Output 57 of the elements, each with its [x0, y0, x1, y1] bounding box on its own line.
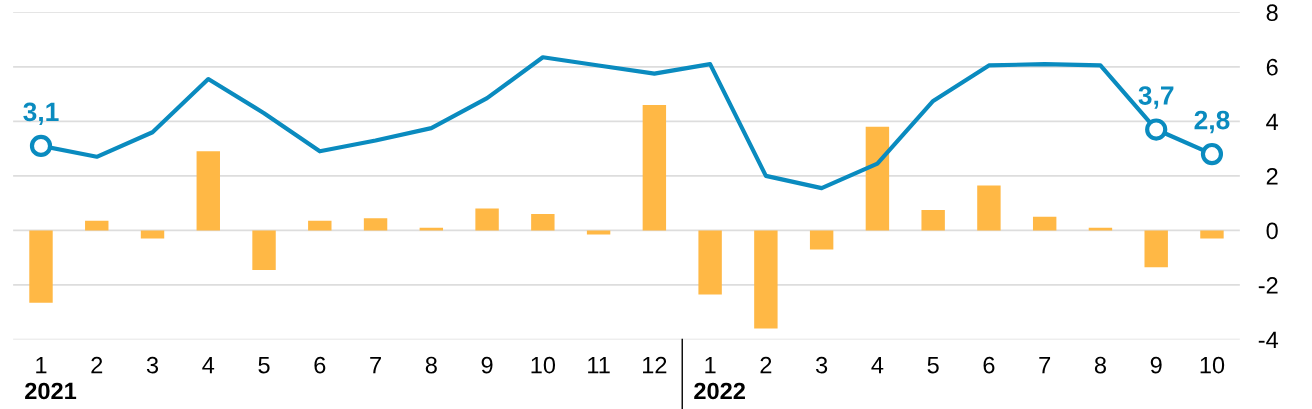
x-tick-label: 6: [314, 356, 326, 374]
point: [1200, 142, 1224, 166]
x-tick-label: 8: [425, 356, 437, 374]
bar: [865, 126, 890, 231]
x-tick-label: 7: [1039, 357, 1051, 374]
x-tick-label: 5: [927, 357, 939, 374]
bar: [698, 230, 722, 295]
bar: [642, 104, 667, 231]
bar: [196, 151, 220, 231]
y-tick-label: 6: [1266, 58, 1278, 76]
point: [29, 134, 53, 157]
text: 2022: [694, 382, 745, 400]
bar: [809, 230, 834, 250]
x-tick-label: 12: [643, 356, 667, 374]
data-label: 2,8: [1194, 110, 1230, 134]
bar: [1032, 216, 1057, 231]
bar: [754, 230, 778, 329]
y-tick-label: 4: [1266, 113, 1279, 130]
bar: [85, 220, 109, 231]
x-tick-label: 7: [370, 357, 381, 374]
x-tick-label: 9: [481, 356, 493, 374]
bar: [586, 230, 611, 235]
bar: [977, 185, 1001, 231]
point: [1145, 118, 1168, 141]
x-tick-label: 3: [815, 356, 828, 374]
y-tick-label: -2: [1258, 277, 1278, 294]
y-tick-label: 8: [1266, 4, 1278, 22]
x-tick-label: 11: [588, 357, 610, 374]
bar: [1200, 230, 1224, 239]
x-tick-label: 8: [1094, 356, 1106, 374]
x-tick-label: 5: [258, 357, 270, 374]
x-tick-label: 2: [91, 356, 103, 374]
bar: [140, 230, 165, 239]
bar: [531, 214, 555, 231]
bar: [29, 230, 53, 303]
x-tick-label: 4: [871, 357, 884, 374]
bar: [921, 209, 945, 231]
x-tick-label: 10: [531, 356, 556, 374]
x-tick-label: 10: [1200, 356, 1225, 374]
x-tick-label: 3: [146, 356, 159, 374]
y-tick-label: 2: [1266, 167, 1278, 185]
bar: [252, 230, 276, 270]
x-tick-label: 2: [760, 356, 772, 374]
y-tick-label: 0: [1266, 222, 1278, 240]
data-label: 3,1: [23, 102, 59, 126]
bar: [1144, 230, 1168, 268]
x-tick-label: 6: [983, 356, 995, 374]
bar: [363, 218, 388, 231]
x-tick-label: 9: [1150, 356, 1162, 374]
bar: [475, 208, 499, 231]
x-tick-label: 1: [705, 357, 716, 374]
data-label: 3,7: [1138, 86, 1174, 109]
bar: [308, 220, 332, 231]
y-tick-label: -4: [1258, 331, 1279, 349]
text: 2021: [25, 382, 77, 400]
x-tick-label: 1: [36, 357, 47, 374]
x-tick-label: 4: [202, 357, 215, 374]
